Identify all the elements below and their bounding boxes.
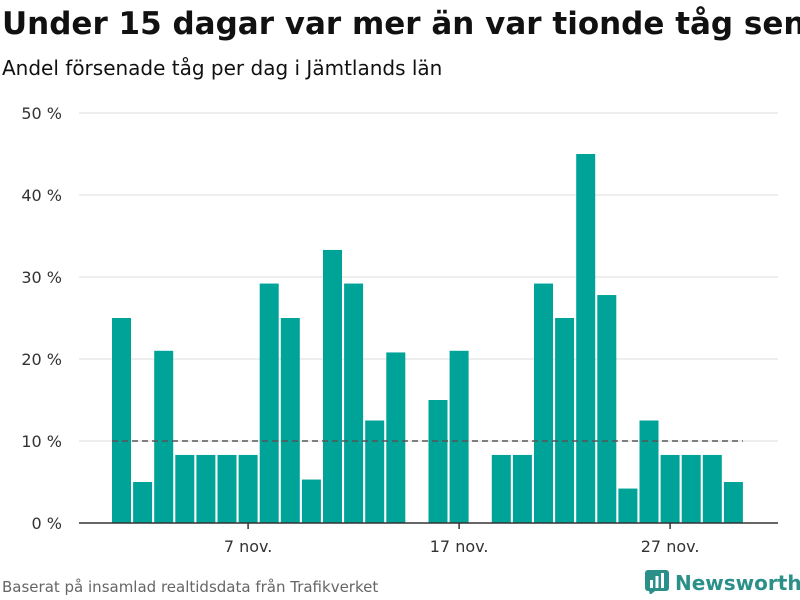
bar (428, 400, 448, 523)
bar (133, 482, 153, 523)
brand-name: Newsworthy (675, 571, 800, 595)
bar (449, 350, 469, 523)
bar (238, 454, 258, 523)
bar (344, 283, 364, 523)
chart-subtitle: Andel försenade tåg per dag i Jämtlands … (2, 56, 443, 80)
bar (723, 482, 743, 523)
bar (301, 479, 321, 523)
x-tick-label: 27 nov. (641, 537, 700, 556)
bar (196, 454, 216, 523)
bar (175, 454, 195, 523)
bar (280, 318, 300, 523)
bar (512, 454, 532, 523)
x-axis-ticks: 7 nov. 17 nov. 27 nov. (224, 523, 700, 556)
chart-title: Under 15 dagar var mer än var tionde tåg… (2, 6, 800, 42)
y-tick-label: 30 % (21, 268, 62, 287)
bar (323, 249, 342, 523)
bar (112, 318, 131, 523)
bar (660, 454, 680, 523)
grid-lines (79, 112, 778, 442)
bar (618, 488, 638, 523)
bar (154, 350, 174, 523)
bars (112, 154, 743, 523)
bar (681, 454, 701, 523)
bar (597, 295, 617, 523)
y-tick-label: 10 % (21, 432, 62, 451)
source-note: Baserat på insamlad realtidsdata från Tr… (2, 578, 379, 596)
bar (259, 283, 279, 523)
bar (702, 454, 722, 523)
y-tick-label: 20 % (21, 350, 62, 369)
bar (217, 454, 237, 523)
y-tick-label: 40 % (21, 186, 62, 205)
bar (576, 154, 596, 523)
bar (639, 420, 659, 523)
bar-chart-logo-icon (645, 568, 669, 598)
bar (386, 352, 406, 523)
bar (365, 420, 385, 523)
y-tick-label: 0 % (32, 514, 62, 533)
bar (491, 454, 511, 523)
bar (534, 283, 553, 523)
x-tick-label: 17 nov. (430, 537, 489, 556)
y-tick-label: 50 % (21, 104, 62, 123)
y-axis-ticks: 0 % 10 % 20 % 30 % 40 % 50 % (21, 104, 62, 533)
x-tick-label: 7 nov. (224, 537, 273, 556)
bar (555, 318, 575, 523)
brand-logo: Newsworthy (645, 568, 800, 598)
